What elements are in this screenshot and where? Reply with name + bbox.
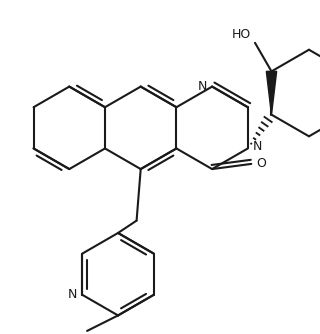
Text: O: O xyxy=(256,157,266,170)
Text: N: N xyxy=(68,288,77,301)
Polygon shape xyxy=(266,71,277,115)
Text: HO: HO xyxy=(232,28,251,41)
Text: N: N xyxy=(253,140,262,153)
Text: N: N xyxy=(197,80,207,93)
